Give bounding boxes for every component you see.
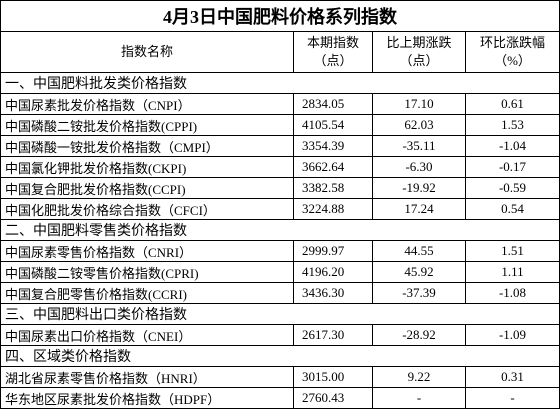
index-value: 4196.20 — [293, 261, 373, 283]
column-header: 本期指数 （点） — [293, 31, 373, 73]
index-value: -1.04 — [465, 135, 560, 157]
index-value: 17.24 — [372, 198, 466, 220]
index-value: -1.08 — [465, 282, 560, 304]
index-value: - — [465, 387, 560, 409]
data-row: 中国尿素出口价格指数（CNEI） 2617.30 -28.92 -1.09 — [0, 324, 560, 346]
index-value: 9.22 — [372, 366, 466, 388]
column-header: 环比涨跌幅 （%） — [465, 31, 560, 73]
index-value: 1.51 — [465, 240, 560, 262]
index-value: -0.17 — [465, 156, 560, 178]
index-value: - — [372, 387, 466, 409]
index-value: 0.54 — [465, 198, 560, 220]
index-value: 3015.00 — [293, 366, 373, 388]
title-row: 4月3日中国肥料价格系列指数 — [0, 0, 560, 32]
index-value: 4105.54 — [293, 114, 373, 136]
index-value: -35.11 — [372, 135, 466, 157]
data-row: 中国化肥批发价格综合指数（CFCI） 3224.88 17.24 0.54 — [0, 198, 560, 220]
index-value: 45.92 — [372, 261, 466, 283]
index-name: 中国磷酸二铵零售价格指数(CPRI) — [0, 261, 294, 283]
section-row: 四、区域类价格指数 — [0, 345, 560, 367]
price-index-table: 4月3日中国肥料价格系列指数指数名称 本期指数 （点） 比上期涨跌 （点） 环比涨跌幅 （%… — [0, 0, 560, 409]
index-value: 3662.64 — [293, 156, 373, 178]
index-value: 3224.88 — [293, 198, 373, 220]
index-name: 湖北省尿素零售价格指数（HNRI） — [0, 366, 294, 388]
section-title: 一、中国肥料批发类价格指数 — [0, 72, 560, 94]
index-value: -37.39 — [372, 282, 466, 304]
data-row: 中国复合肥批发价格指数(CCPI) 3382.58 -19.92 -0.59 — [0, 177, 560, 199]
section-row: 三、中国肥料出口类价格指数 — [0, 303, 560, 325]
index-value: 1.53 — [465, 114, 560, 136]
column-header: 比上期涨跌 （点） — [372, 31, 466, 73]
header-row: 指数名称 本期指数 （点） 比上期涨跌 （点） 环比涨跌幅 （%） — [0, 31, 560, 73]
index-name: 中国尿素出口价格指数（CNEI） — [0, 324, 294, 346]
index-name: 中国磷酸二铵批发价格指数(CPPI) — [0, 114, 294, 136]
index-value: -1.09 — [465, 324, 560, 346]
data-row: 中国磷酸二铵批发价格指数(CPPI) 4105.54 62.03 1.53 — [0, 114, 560, 136]
index-name: 中国氯化钾批发价格指数(CKPI) — [0, 156, 294, 178]
table-title: 4月3日中国肥料价格系列指数 — [0, 0, 560, 32]
index-value: 2617.30 — [293, 324, 373, 346]
index-value: 62.03 — [372, 114, 466, 136]
header-line: 环比涨跌幅 — [479, 35, 545, 50]
data-row: 华东地区尿素批发价格指数（HDPF） 2760.43- - — [0, 387, 560, 409]
index-name: 中国尿素批发价格指数（CNPI） — [0, 93, 294, 115]
header-line: 本期指数 — [306, 35, 359, 50]
index-value: 2760.43 — [293, 387, 373, 409]
index-value: 2834.05 — [293, 93, 373, 115]
data-row: 中国复合肥零售价格指数(CCRI) 3436.30 -37.39 -1.08 — [0, 282, 560, 304]
section-title: 四、区域类价格指数 — [0, 345, 560, 367]
section-row: 一、中国肥料批发类价格指数 — [0, 72, 560, 94]
data-row: 中国磷酸二铵零售价格指数(CPRI) 4196.20 45.92 1.11 — [0, 261, 560, 283]
section-row: 二、中国肥料零售类价格指数 — [0, 219, 560, 241]
data-row: 中国尿素零售价格指数（CNRI） 2999.97 44.55 1.51 — [0, 240, 560, 262]
header-line: （%） — [494, 53, 531, 68]
index-value: -6.30 — [372, 156, 466, 178]
index-value: 0.31 — [465, 366, 560, 388]
index-name: 中国化肥批发价格综合指数（CFCI） — [0, 198, 294, 220]
index-value: 44.55 — [372, 240, 466, 262]
data-row: 中国尿素批发价格指数（CNPI） 2834.05 17.10 0.61 — [0, 93, 560, 115]
header-line: 比上期涨跌 — [386, 35, 452, 50]
index-value: -19.92 — [372, 177, 466, 199]
data-row: 中国磷酸一铵批发价格指数（CMPI） 3354.39 -35.11 -1.04 — [0, 135, 560, 157]
section-title: 三、中国肥料出口类价格指数 — [0, 303, 560, 325]
index-name: 中国复合肥零售价格指数(CCRI) — [0, 282, 294, 304]
header-line: （点） — [399, 53, 439, 68]
data-row: 湖北省尿素零售价格指数（HNRI） 3015.00 9.22 0.31 — [0, 366, 560, 388]
index-value: -28.92 — [372, 324, 466, 346]
header-line: 指数名称 — [120, 44, 173, 59]
data-row: 中国氯化钾批发价格指数(CKPI) 3662.64 -6.30 -0.17 — [0, 156, 560, 178]
index-value: -0.59 — [465, 177, 560, 199]
header-line: （点） — [313, 53, 353, 68]
index-value: 3354.39 — [293, 135, 373, 157]
column-header: 指数名称 — [0, 31, 294, 73]
index-value: 2999.97 — [293, 240, 373, 262]
index-name: 中国复合肥批发价格指数(CCPI) — [0, 177, 294, 199]
index-name: 中国磷酸一铵批发价格指数（CMPI） — [0, 135, 294, 157]
index-value: 0.61 — [465, 93, 560, 115]
index-value: 17.10 — [372, 93, 466, 115]
index-value: 3382.58 — [293, 177, 373, 199]
index-name: 中国尿素零售价格指数（CNRI） — [0, 240, 294, 262]
section-title: 二、中国肥料零售类价格指数 — [0, 219, 560, 241]
index-value: 3436.30 — [293, 282, 373, 304]
index-value: 1.11 — [465, 261, 560, 283]
index-name: 华东地区尿素批发价格指数（HDPF） — [0, 387, 294, 409]
